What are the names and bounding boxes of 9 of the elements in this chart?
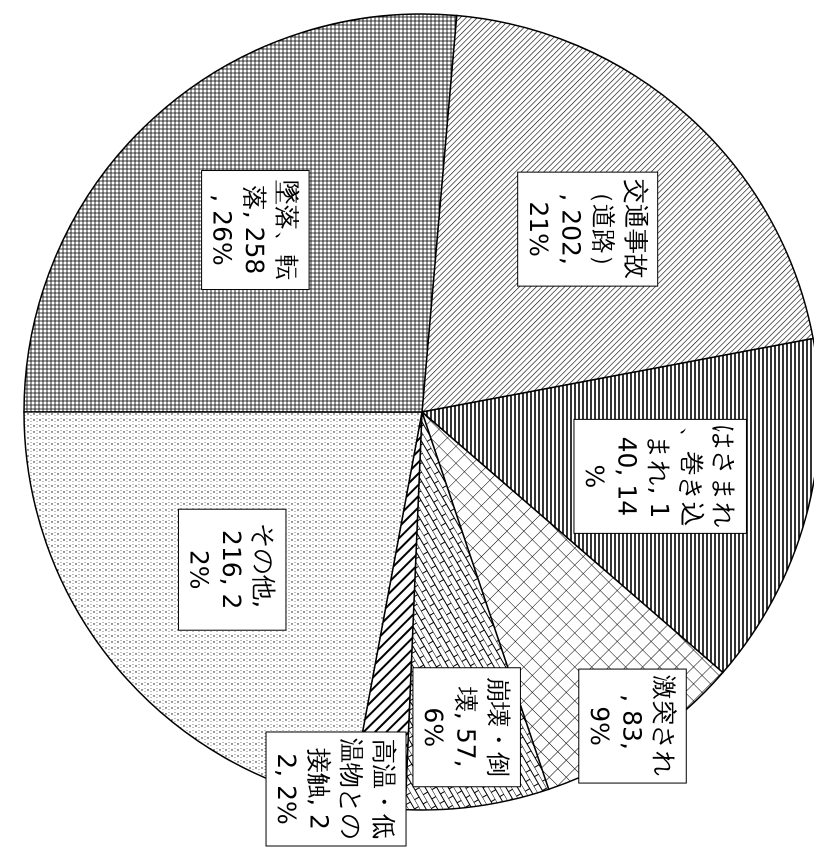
slice-label: 高温・低温物との接触, 22, 2% xyxy=(272,738,399,840)
slice-label: はさまれ、巻き込まれ, 140, 14% xyxy=(580,424,740,528)
slice-label: 激突され xyxy=(650,675,679,778)
slice-label: その他, 216, 22% xyxy=(184,523,279,616)
slice-label: 崩壊・倒壊, 57, 6% xyxy=(419,677,514,778)
slice-label: 交通事故（道路） xyxy=(588,179,650,280)
data-label: , 202, 21% xyxy=(524,193,586,265)
slice-label: 墜落、転落, 258, 26% xyxy=(208,180,302,280)
data-label: , 83, 9% xyxy=(584,694,646,758)
